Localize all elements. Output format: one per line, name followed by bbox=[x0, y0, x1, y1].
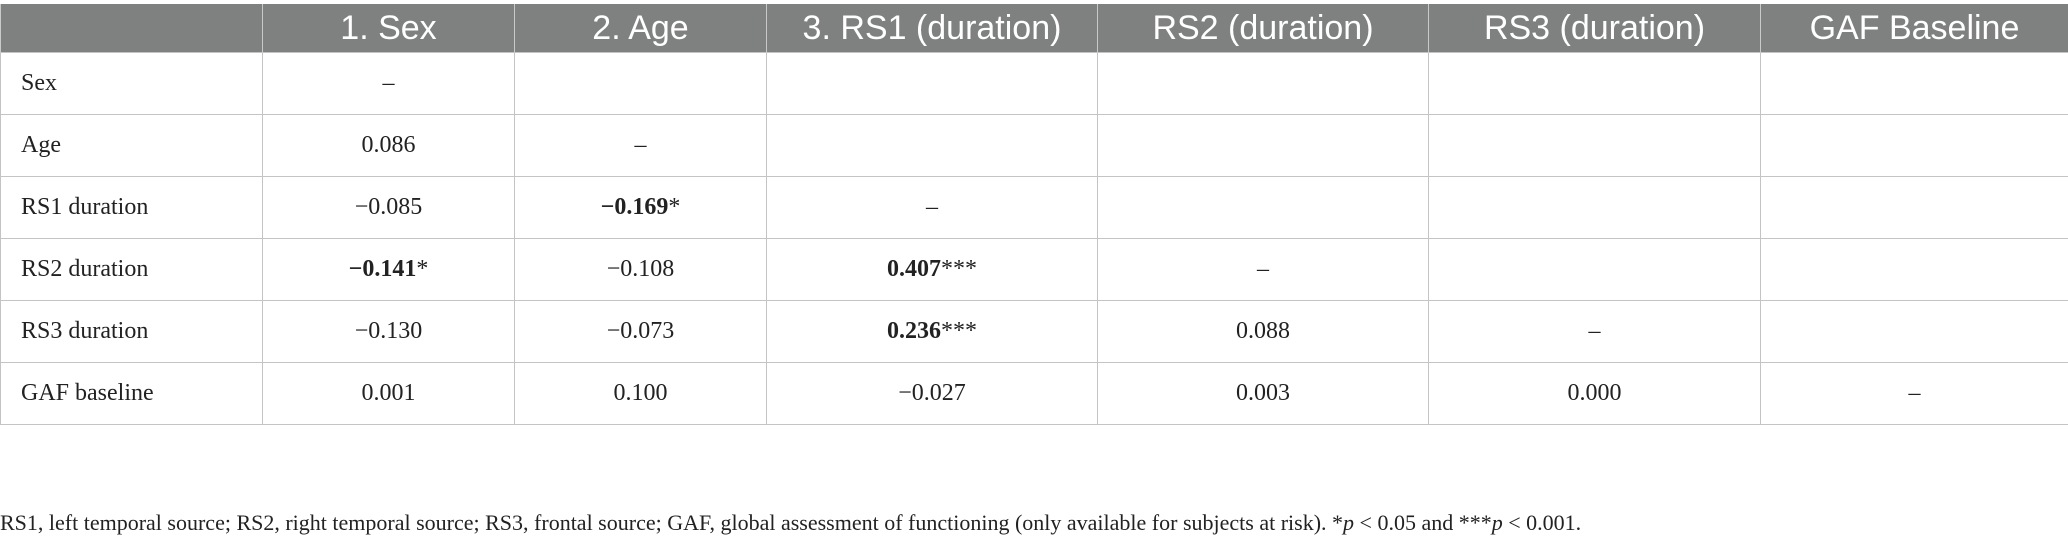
table-row: Sex – bbox=[0, 52, 2068, 115]
table-cell bbox=[1097, 52, 1429, 115]
table-cell bbox=[1760, 238, 2068, 301]
cell-value: – bbox=[634, 132, 647, 158]
cell-value-bold: −0.169 bbox=[600, 194, 669, 220]
table-cell: −0.141* bbox=[262, 238, 515, 301]
table-cell bbox=[766, 52, 1098, 115]
table-footnote: RS1, left temporal source; RS2, right te… bbox=[0, 510, 1581, 536]
cell-significance: *** bbox=[941, 256, 977, 282]
row-label: RS1 duration bbox=[0, 176, 263, 239]
table-row: RS2 duration −0.141* −0.108 0.407*** – bbox=[0, 238, 2068, 301]
table-cell: −0.130 bbox=[262, 300, 515, 363]
table-cell bbox=[1760, 52, 2068, 115]
cell-value: 0.100 bbox=[613, 380, 668, 406]
cell-significance: *** bbox=[941, 318, 977, 344]
table-cell: – bbox=[1760, 362, 2068, 425]
table-cell bbox=[1760, 114, 2068, 177]
table-cell: – bbox=[1097, 238, 1429, 301]
header-row: 1. Sex 2. Age 3. RS1 (duration) RS2 (dur… bbox=[0, 4, 2068, 53]
cell-significance: * bbox=[668, 194, 681, 220]
cell-value: – bbox=[926, 194, 938, 220]
table-cell: – bbox=[262, 52, 515, 115]
table-cell: 0.003 bbox=[1097, 362, 1429, 425]
table-cell: 0.236*** bbox=[766, 300, 1098, 363]
cell-value: – bbox=[382, 70, 395, 96]
table-cell: −0.169* bbox=[514, 176, 767, 239]
footnote-p-variable: p bbox=[1491, 510, 1503, 535]
column-header-rs3: RS3 (duration) bbox=[1428, 4, 1761, 53]
cell-value: 0.088 bbox=[1236, 318, 1290, 344]
table-row: RS1 duration −0.085 −0.169* – bbox=[0, 176, 2068, 239]
footnote-threshold-1: < 0.05 and *** bbox=[1354, 510, 1492, 535]
row-label: Sex bbox=[0, 52, 263, 115]
table-cell: 0.086 bbox=[262, 114, 515, 177]
cell-value: 0.000 bbox=[1567, 380, 1622, 406]
table-cell bbox=[1097, 176, 1429, 239]
footnote-text: RS1, left temporal source; RS2, right te… bbox=[0, 510, 1344, 535]
table-cell: 0.001 bbox=[262, 362, 515, 425]
table-cell: 0.088 bbox=[1097, 300, 1429, 363]
column-header-gaf: GAF Baseline bbox=[1760, 4, 2068, 53]
cell-value-bold: 0.236 bbox=[887, 318, 941, 344]
cell-value: −0.085 bbox=[354, 194, 423, 220]
table-cell bbox=[1428, 114, 1761, 177]
table-cell: −0.108 bbox=[514, 238, 767, 301]
cell-value-bold: 0.407 bbox=[887, 256, 941, 282]
cell-value: – bbox=[1588, 318, 1601, 344]
column-header-rs1: 3. RS1 (duration) bbox=[766, 4, 1098, 53]
correlation-table: 1. Sex 2. Age 3. RS1 (duration) RS2 (dur… bbox=[0, 4, 2068, 425]
table-row: GAF baseline 0.001 0.100 −0.027 0.003 0.… bbox=[0, 362, 2068, 425]
table-cell bbox=[514, 52, 767, 115]
table-row: RS3 duration −0.130 −0.073 0.236*** 0.08… bbox=[0, 300, 2068, 363]
table-cell: 0.100 bbox=[514, 362, 767, 425]
table-cell: – bbox=[514, 114, 767, 177]
table-cell: 0.000 bbox=[1428, 362, 1761, 425]
row-label: Age bbox=[0, 114, 263, 177]
cell-value: – bbox=[1908, 380, 1921, 406]
table-cell bbox=[1760, 176, 2068, 239]
cell-value: −0.130 bbox=[354, 318, 423, 344]
cell-value: −0.027 bbox=[898, 380, 966, 406]
table-cell bbox=[1428, 238, 1761, 301]
row-label: RS2 duration bbox=[0, 238, 263, 301]
table-cell bbox=[1428, 176, 1761, 239]
table-cell: −0.085 bbox=[262, 176, 515, 239]
column-header-age: 2. Age bbox=[514, 4, 767, 53]
table-cell: −0.073 bbox=[514, 300, 767, 363]
table-cell bbox=[1428, 52, 1761, 115]
cell-value: 0.003 bbox=[1236, 380, 1290, 406]
table-row: Age 0.086 – bbox=[0, 114, 2068, 177]
table-cell: – bbox=[1428, 300, 1761, 363]
footnote-p-variable: p bbox=[1343, 510, 1355, 535]
table-cell: – bbox=[766, 176, 1098, 239]
cell-value: – bbox=[1257, 256, 1269, 282]
cell-value: 0.086 bbox=[361, 132, 416, 158]
header-corner bbox=[0, 4, 263, 53]
cell-value: −0.108 bbox=[606, 256, 675, 282]
cell-value: 0.001 bbox=[361, 380, 416, 406]
column-header-rs2: RS2 (duration) bbox=[1097, 4, 1429, 53]
table-cell bbox=[1097, 114, 1429, 177]
cell-value-bold: −0.141 bbox=[348, 256, 417, 282]
footnote-threshold-2: < 0.001. bbox=[1502, 510, 1582, 535]
cell-significance: * bbox=[416, 256, 429, 282]
cell-value: −0.073 bbox=[606, 318, 675, 344]
table-cell: 0.407*** bbox=[766, 238, 1098, 301]
table-cell: −0.027 bbox=[766, 362, 1098, 425]
column-header-sex: 1. Sex bbox=[262, 4, 515, 53]
table-cell bbox=[766, 114, 1098, 177]
table-cell bbox=[1760, 300, 2068, 363]
row-label: RS3 duration bbox=[0, 300, 263, 363]
row-label: GAF baseline bbox=[0, 362, 263, 425]
